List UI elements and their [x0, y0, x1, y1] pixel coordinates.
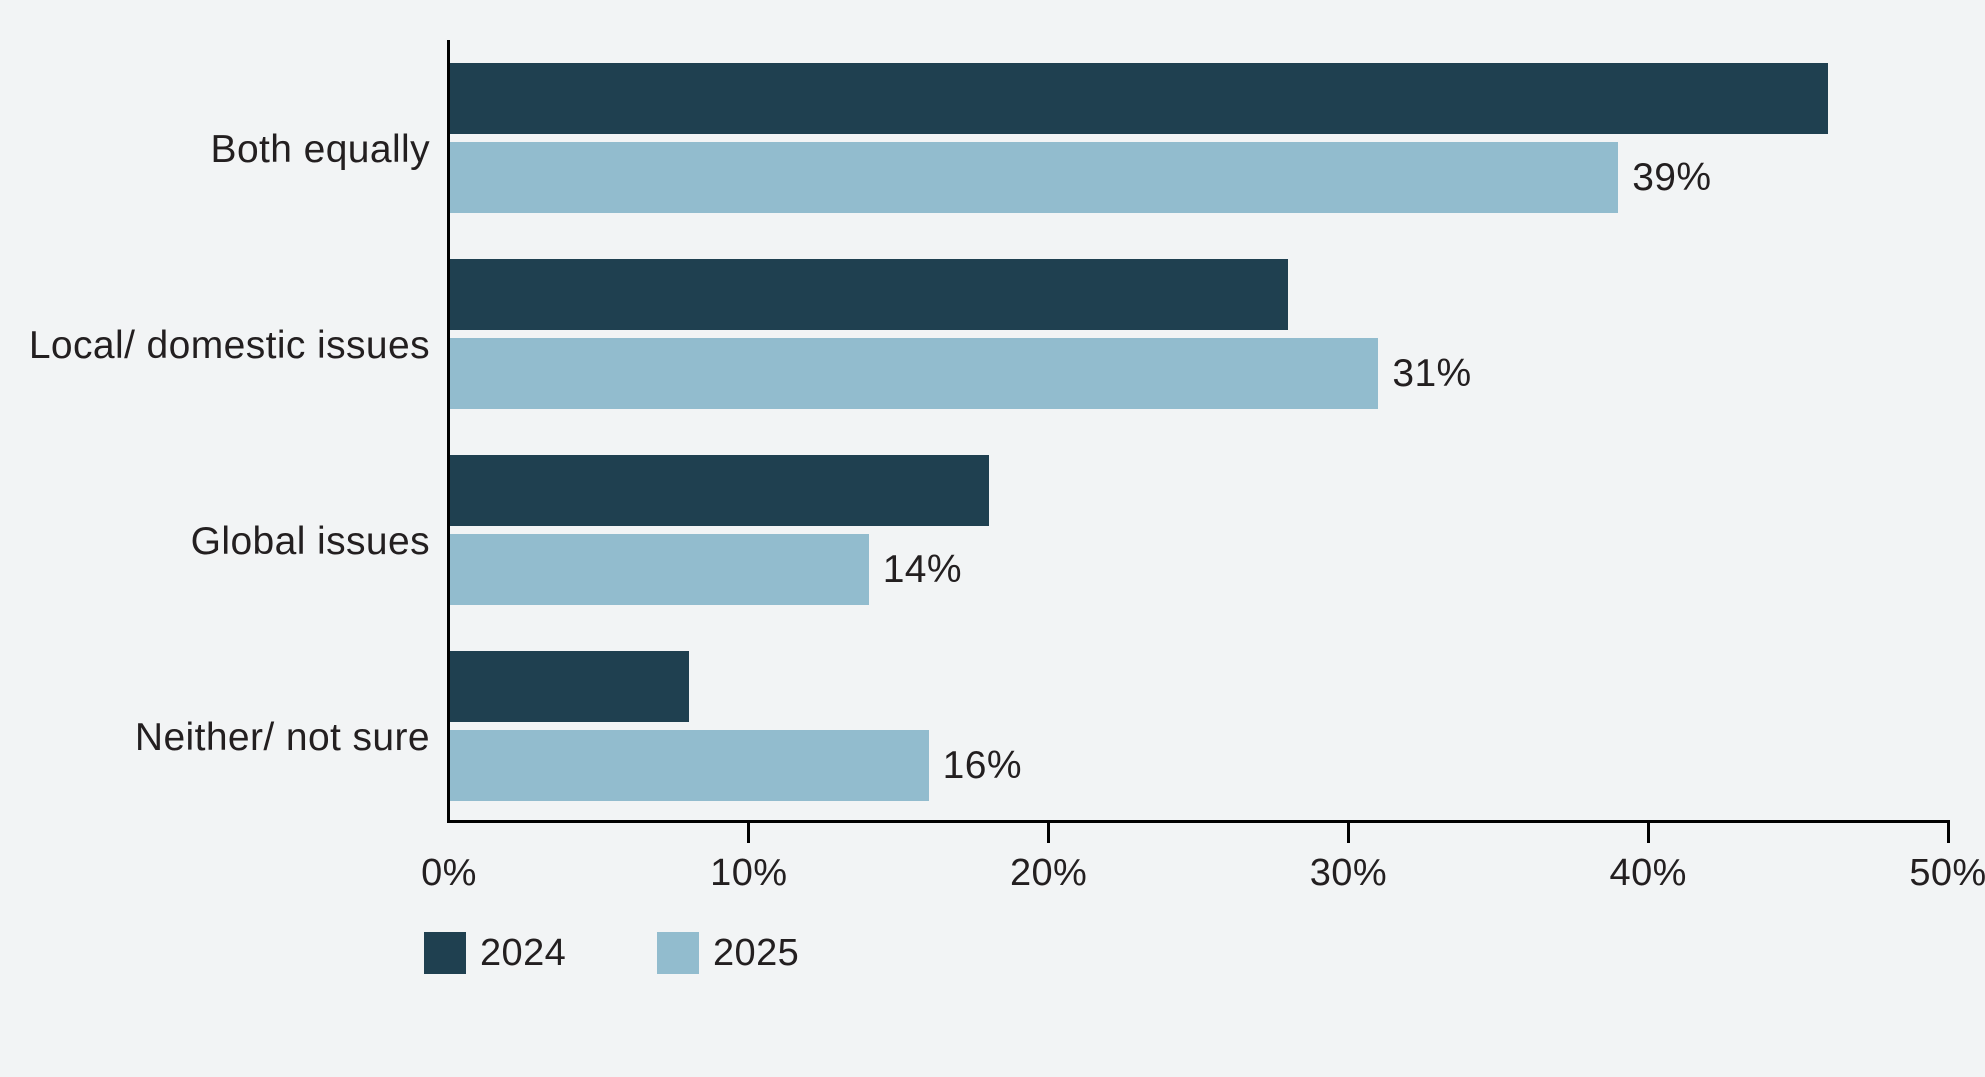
legend-swatch-2024	[424, 932, 466, 974]
value-label-2025-local-domestic-issues: 31%	[1392, 351, 1472, 395]
category-label-neither-not-sure: Neither/ not sure	[134, 716, 430, 759]
category-label-local-domestic-issues: Local/ domestic issues	[28, 324, 430, 367]
x-tick-50	[1946, 823, 1950, 843]
x-tick-label-0: 0%	[421, 852, 477, 894]
legend-swatch-2025	[657, 932, 699, 974]
legend-label-2025: 2025	[713, 932, 800, 974]
category-label-both-equally: Both equally	[210, 128, 430, 171]
bar-2024-both-equally	[449, 63, 1828, 134]
category-label-global-issues: Global issues	[190, 520, 430, 563]
legend-label-2024: 2024	[480, 932, 567, 974]
x-tick-20	[1047, 823, 1051, 843]
x-tick-label-10: 10%	[710, 852, 788, 894]
y-axis-line	[447, 40, 450, 823]
bar-2025-both-equally	[449, 142, 1618, 213]
bar-2024-local-domestic-issues	[449, 259, 1288, 330]
x-tick-label-50: 50%	[1909, 852, 1985, 894]
x-tick-40	[1646, 823, 1650, 843]
value-label-2025-global-issues: 14%	[882, 547, 962, 591]
x-axis-line	[447, 820, 1950, 823]
x-tick-label-20: 20%	[1009, 852, 1088, 894]
value-label-2025-both-equally: 39%	[1632, 155, 1712, 199]
value-label-2025-neither-not-sure: 16%	[942, 743, 1022, 787]
bar-2025-local-domestic-issues	[449, 338, 1378, 409]
x-tick-30	[1346, 823, 1350, 843]
x-tick-10	[747, 823, 751, 843]
bar-2025-neither-not-sure	[449, 730, 929, 801]
bar-2024-neither-not-sure	[449, 651, 689, 722]
bar-2024-global-issues	[449, 455, 989, 526]
bar-2025-global-issues	[449, 534, 869, 605]
x-tick-label-40: 40%	[1609, 852, 1687, 894]
x-tick-label-30: 30%	[1309, 852, 1388, 894]
